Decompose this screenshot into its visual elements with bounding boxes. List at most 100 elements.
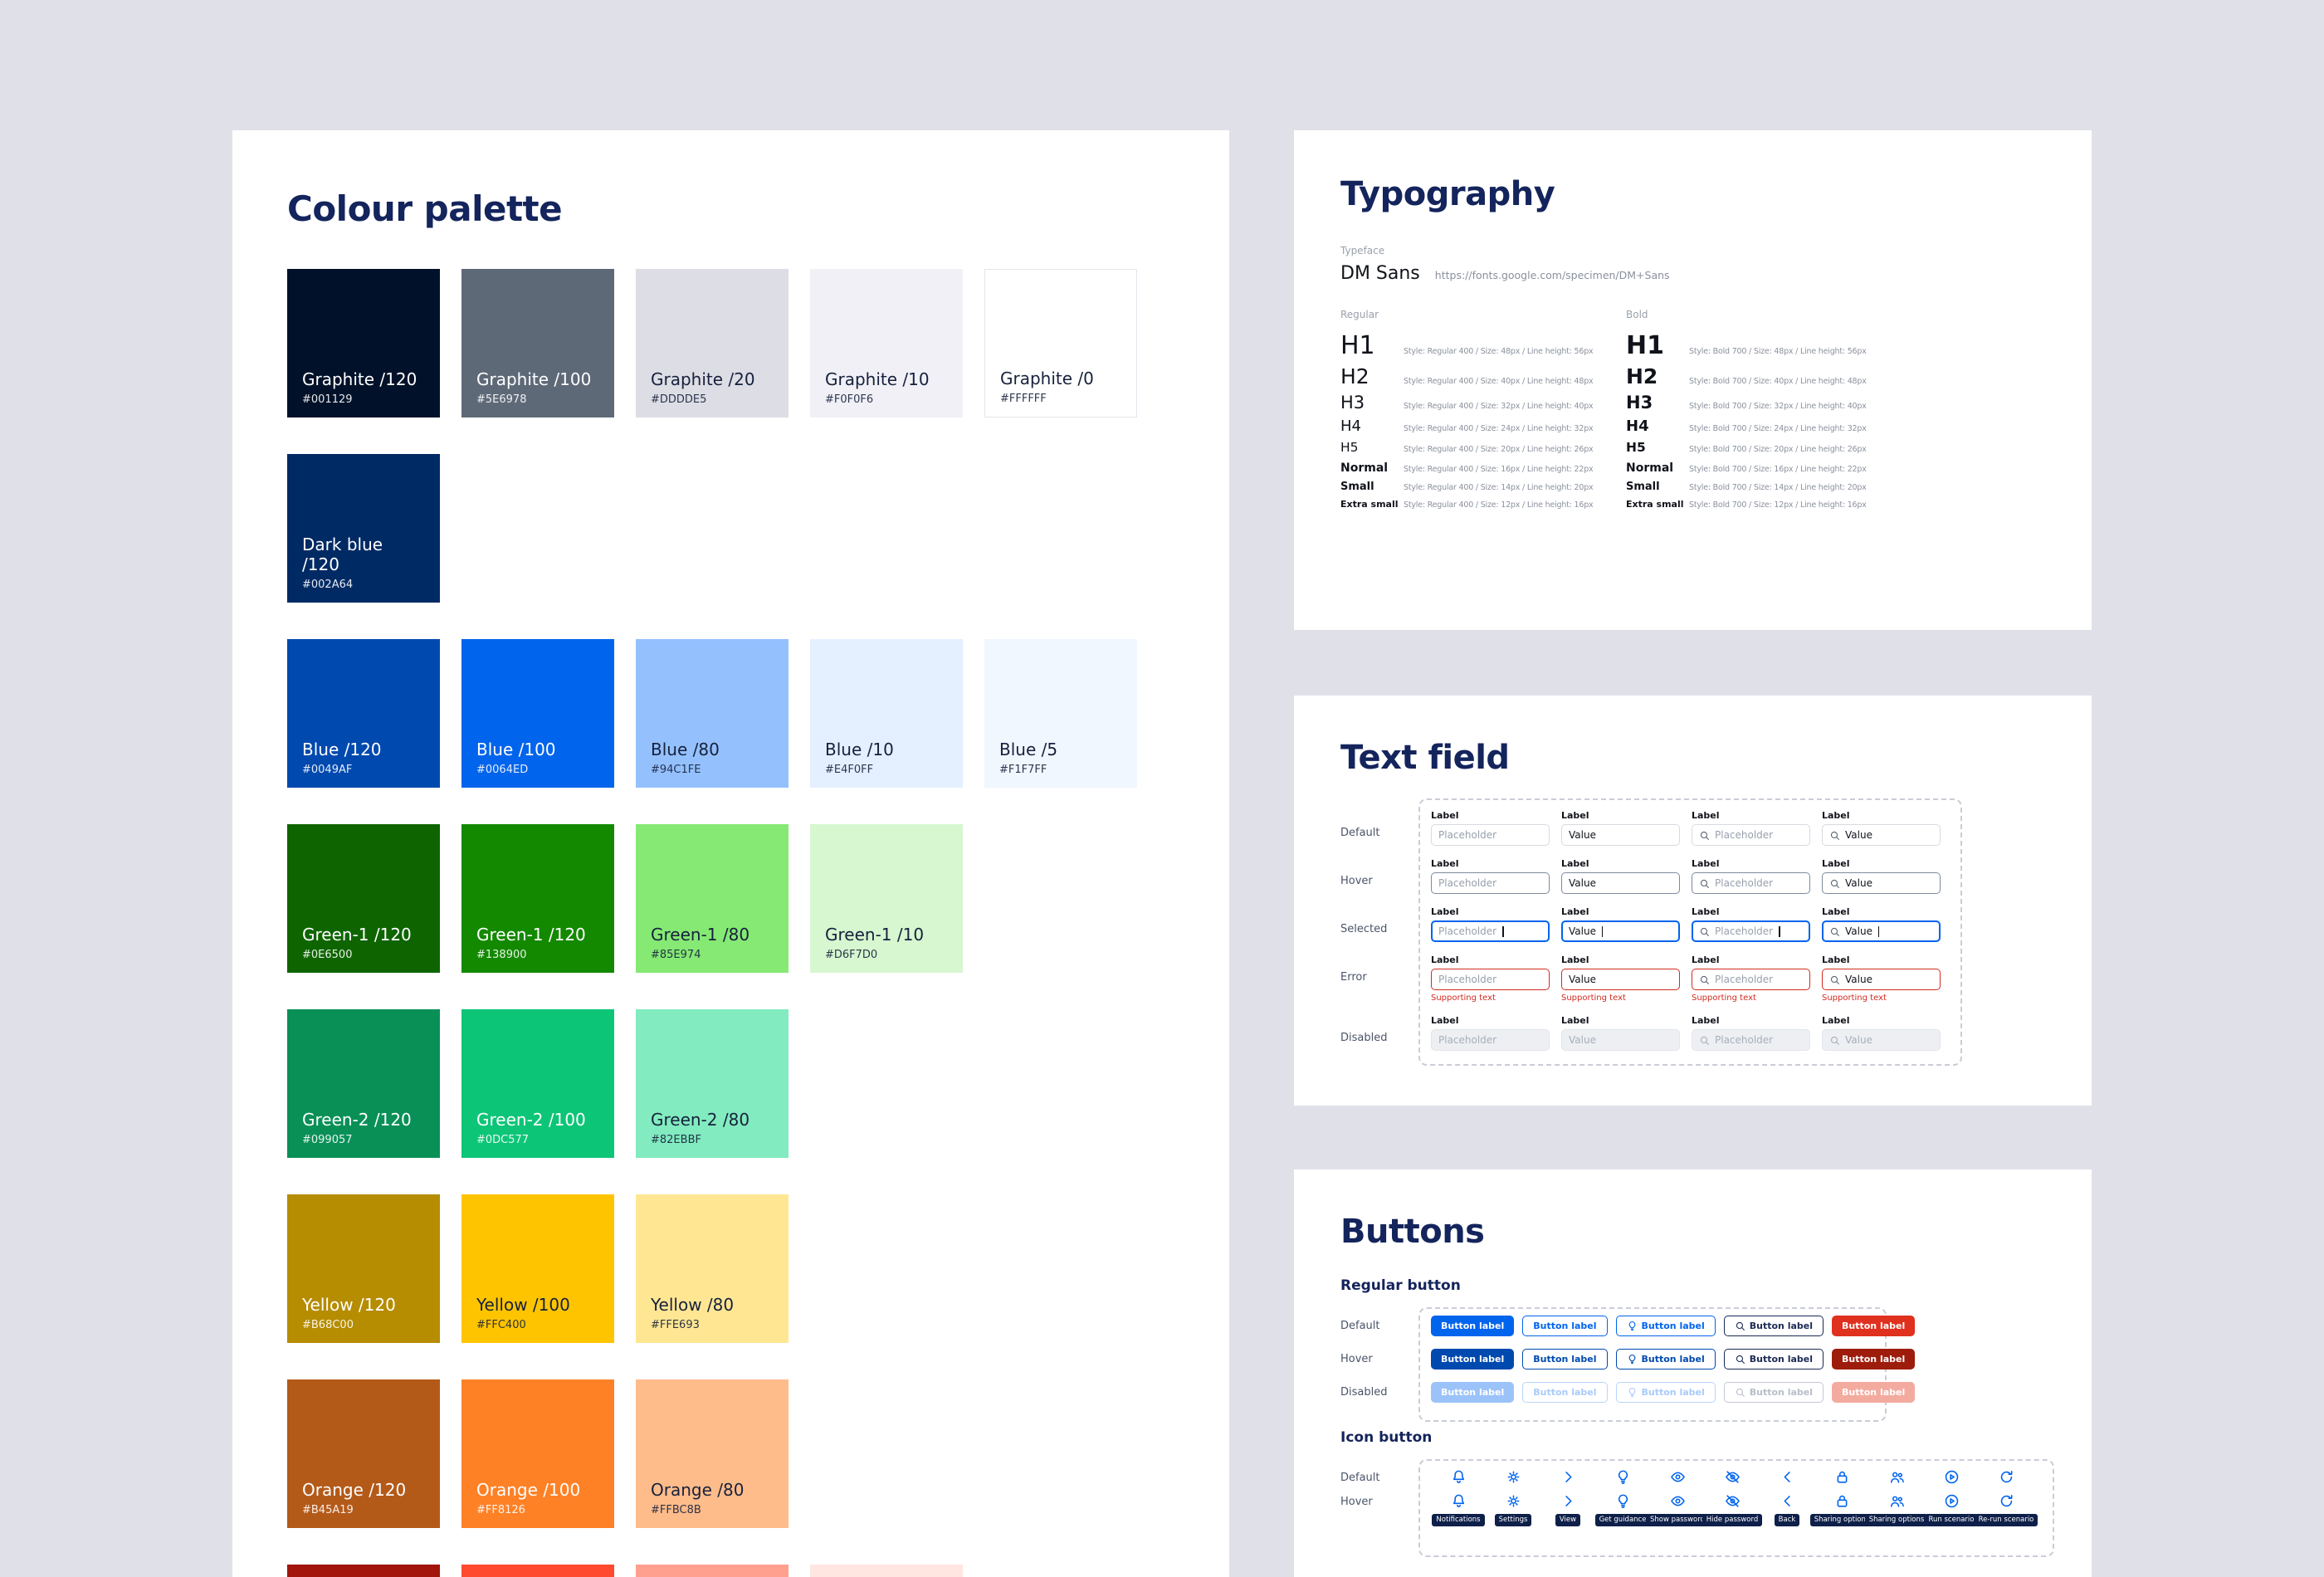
text-input[interactable]: Value — [1561, 824, 1680, 846]
refresh-icon — [1999, 1493, 2014, 1509]
swatch-name: Yellow /80 — [651, 1295, 735, 1315]
swatch-name: Yellow /100 — [476, 1295, 570, 1315]
chevron-right-icon-button[interactable] — [1540, 1469, 1595, 1485]
text-input[interactable]: Placeholder — [1692, 1029, 1810, 1051]
eye-icon-button[interactable]: Show password — [1646, 1493, 1709, 1526]
lightbulb-button[interactable]: Button label — [1615, 1382, 1716, 1403]
swatch-name: Blue /120 — [302, 740, 382, 759]
bell-icon — [1451, 1469, 1467, 1485]
buttons-title: Buttons — [1340, 1213, 1485, 1251]
text-input[interactable]: Value — [1561, 920, 1680, 942]
typeface-link[interactable]: https://fonts.google.com/specimen/DM+San… — [1434, 269, 1670, 281]
swatch-name: Graphite /0 — [1000, 369, 1094, 388]
state-label: Default — [1340, 1320, 1380, 1332]
typography-row-h5: H5 Style: Regular 400 / Size: 20px / Line… — [1340, 441, 1594, 455]
text-input[interactable]: Value — [1822, 969, 1941, 990]
chevron-left-icon — [1780, 1493, 1795, 1509]
primary-button[interactable]: Button label — [1431, 1316, 1515, 1336]
text-input[interactable]: Placeholder — [1692, 969, 1810, 990]
text-input[interactable]: Placeholder — [1692, 872, 1810, 894]
state-label: Hover — [1340, 1353, 1373, 1365]
text-input[interactable]: Value — [1561, 872, 1680, 894]
lightbulb-button[interactable]: Button label — [1615, 1349, 1716, 1370]
text-input[interactable]: Value — [1561, 969, 1680, 990]
lock-icon-button[interactable] — [1814, 1469, 1869, 1485]
field-label: Label — [1561, 1015, 1589, 1026]
buttons-card: Buttons Regular button Default Button lab… — [1294, 1169, 2092, 1577]
gear-icon-button[interactable] — [1486, 1469, 1540, 1485]
search-button[interactable]: Button label — [1723, 1382, 1824, 1403]
text-input[interactable]: Value — [1822, 872, 1941, 894]
text-input[interactable]: Placeholder — [1692, 824, 1810, 846]
text-input[interactable]: Value — [1822, 1029, 1941, 1051]
users-icon-button[interactable] — [1869, 1469, 1924, 1485]
search-button[interactable]: Button label — [1723, 1349, 1824, 1370]
lock-icon — [1834, 1469, 1850, 1485]
lock-icon-button[interactable]: Sharing options — [1809, 1493, 1874, 1526]
text-input[interactable]: Placeholder — [1431, 920, 1550, 942]
chevron-left-icon-button[interactable]: Back — [1760, 1493, 1814, 1526]
field-placeholder-text: Placeholder — [1438, 877, 1497, 889]
chevron-left-icon-button[interactable] — [1760, 1469, 1814, 1485]
eye-off-icon-button[interactable] — [1705, 1469, 1760, 1485]
lightbulb-button[interactable]: Button label — [1615, 1316, 1716, 1336]
text-input[interactable]: Placeholder — [1431, 969, 1550, 990]
bell-icon-button[interactable] — [1431, 1469, 1486, 1485]
bell-icon — [1451, 1493, 1467, 1509]
gear-icon-button[interactable]: Settings — [1486, 1493, 1540, 1526]
primary-button[interactable]: Button label — [1431, 1349, 1515, 1370]
chevron-right-icon-button[interactable]: View — [1540, 1493, 1595, 1526]
swatch-name: Blue /80 — [651, 740, 720, 759]
field-label: Label — [1561, 906, 1589, 917]
typography-row-small: Small Style: Bold 700 / Size: 14px / Line… — [1626, 481, 1867, 492]
textfield-row-error: Error Label Placeholder Supporting text Labe… — [1340, 954, 2045, 1003]
type-spec: Style: Bold 700 / Size: 14px / Line heig… — [1689, 482, 1867, 492]
text-input[interactable]: Placeholder — [1692, 920, 1810, 942]
swatch-row: Orange /120 #B45A19 Orange /100 #FF8126 Oran… — [287, 1379, 1174, 1528]
outline-button[interactable]: Button label — [1522, 1349, 1608, 1370]
typography-row-h3: H3 Style: Bold 700 / Size: 32px / Line he… — [1626, 394, 1867, 412]
outline-button[interactable]: Button label — [1522, 1382, 1608, 1403]
button-label: Button label — [1842, 1321, 1906, 1331]
swatch-row — [287, 1565, 1174, 1577]
text-input[interactable]: Placeholder — [1431, 872, 1550, 894]
danger-button[interactable]: Button label — [1832, 1349, 1916, 1370]
search-button[interactable]: Button label — [1723, 1316, 1824, 1336]
field-label: Label — [1692, 810, 1720, 821]
danger-button[interactable]: Button label — [1832, 1382, 1916, 1403]
search-icon — [1735, 1354, 1745, 1365]
refresh-icon-button[interactable]: Re-run scenario — [1974, 1493, 2038, 1526]
colour-swatch: Green-2 /80 #82EBBF — [636, 1009, 788, 1158]
refresh-icon-button[interactable] — [1979, 1469, 2034, 1485]
type-sample: H3 — [1340, 393, 1365, 413]
text-input[interactable]: Value — [1822, 920, 1941, 942]
lightbulb-icon-button[interactable] — [1595, 1469, 1650, 1485]
field-value-text: Value — [1845, 829, 1872, 841]
swatch-grid: Graphite /120 #001129 Graphite /100 #5E6978… — [287, 269, 1174, 1577]
eye-off-icon-button[interactable]: Hide password — [1702, 1493, 1763, 1526]
text-input[interactable]: Placeholder — [1431, 1029, 1550, 1051]
users-icon-button[interactable]: Sharing options — [1864, 1493, 1929, 1526]
primary-button[interactable]: Button label — [1431, 1382, 1515, 1403]
outline-button[interactable]: Button label — [1522, 1316, 1608, 1336]
type-sample: Extra small — [1340, 498, 1399, 510]
swatch-name: Blue /10 — [825, 740, 894, 759]
bell-icon-button[interactable]: Notifications — [1431, 1493, 1486, 1526]
play-circle-icon-button[interactable]: Run scenario — [1924, 1493, 1979, 1526]
eye-icon-button[interactable] — [1650, 1469, 1705, 1485]
textfield-row-selected: SelectedLabelPlaceholderSupporting textL… — [1340, 906, 2045, 942]
lightbulb-icon-button[interactable]: Get guidance — [1594, 1493, 1651, 1526]
text-input[interactable]: Value — [1561, 1029, 1680, 1051]
text-input[interactable]: Value — [1822, 824, 1941, 846]
tooltip: Sharing options — [1864, 1514, 1929, 1526]
colour-swatch: Orange /100 #FF8126 — [461, 1379, 614, 1528]
play-circle-icon-button[interactable] — [1924, 1469, 1979, 1485]
danger-button[interactable]: Button label — [1832, 1316, 1916, 1336]
text-input[interactable]: Placeholder — [1431, 824, 1550, 846]
